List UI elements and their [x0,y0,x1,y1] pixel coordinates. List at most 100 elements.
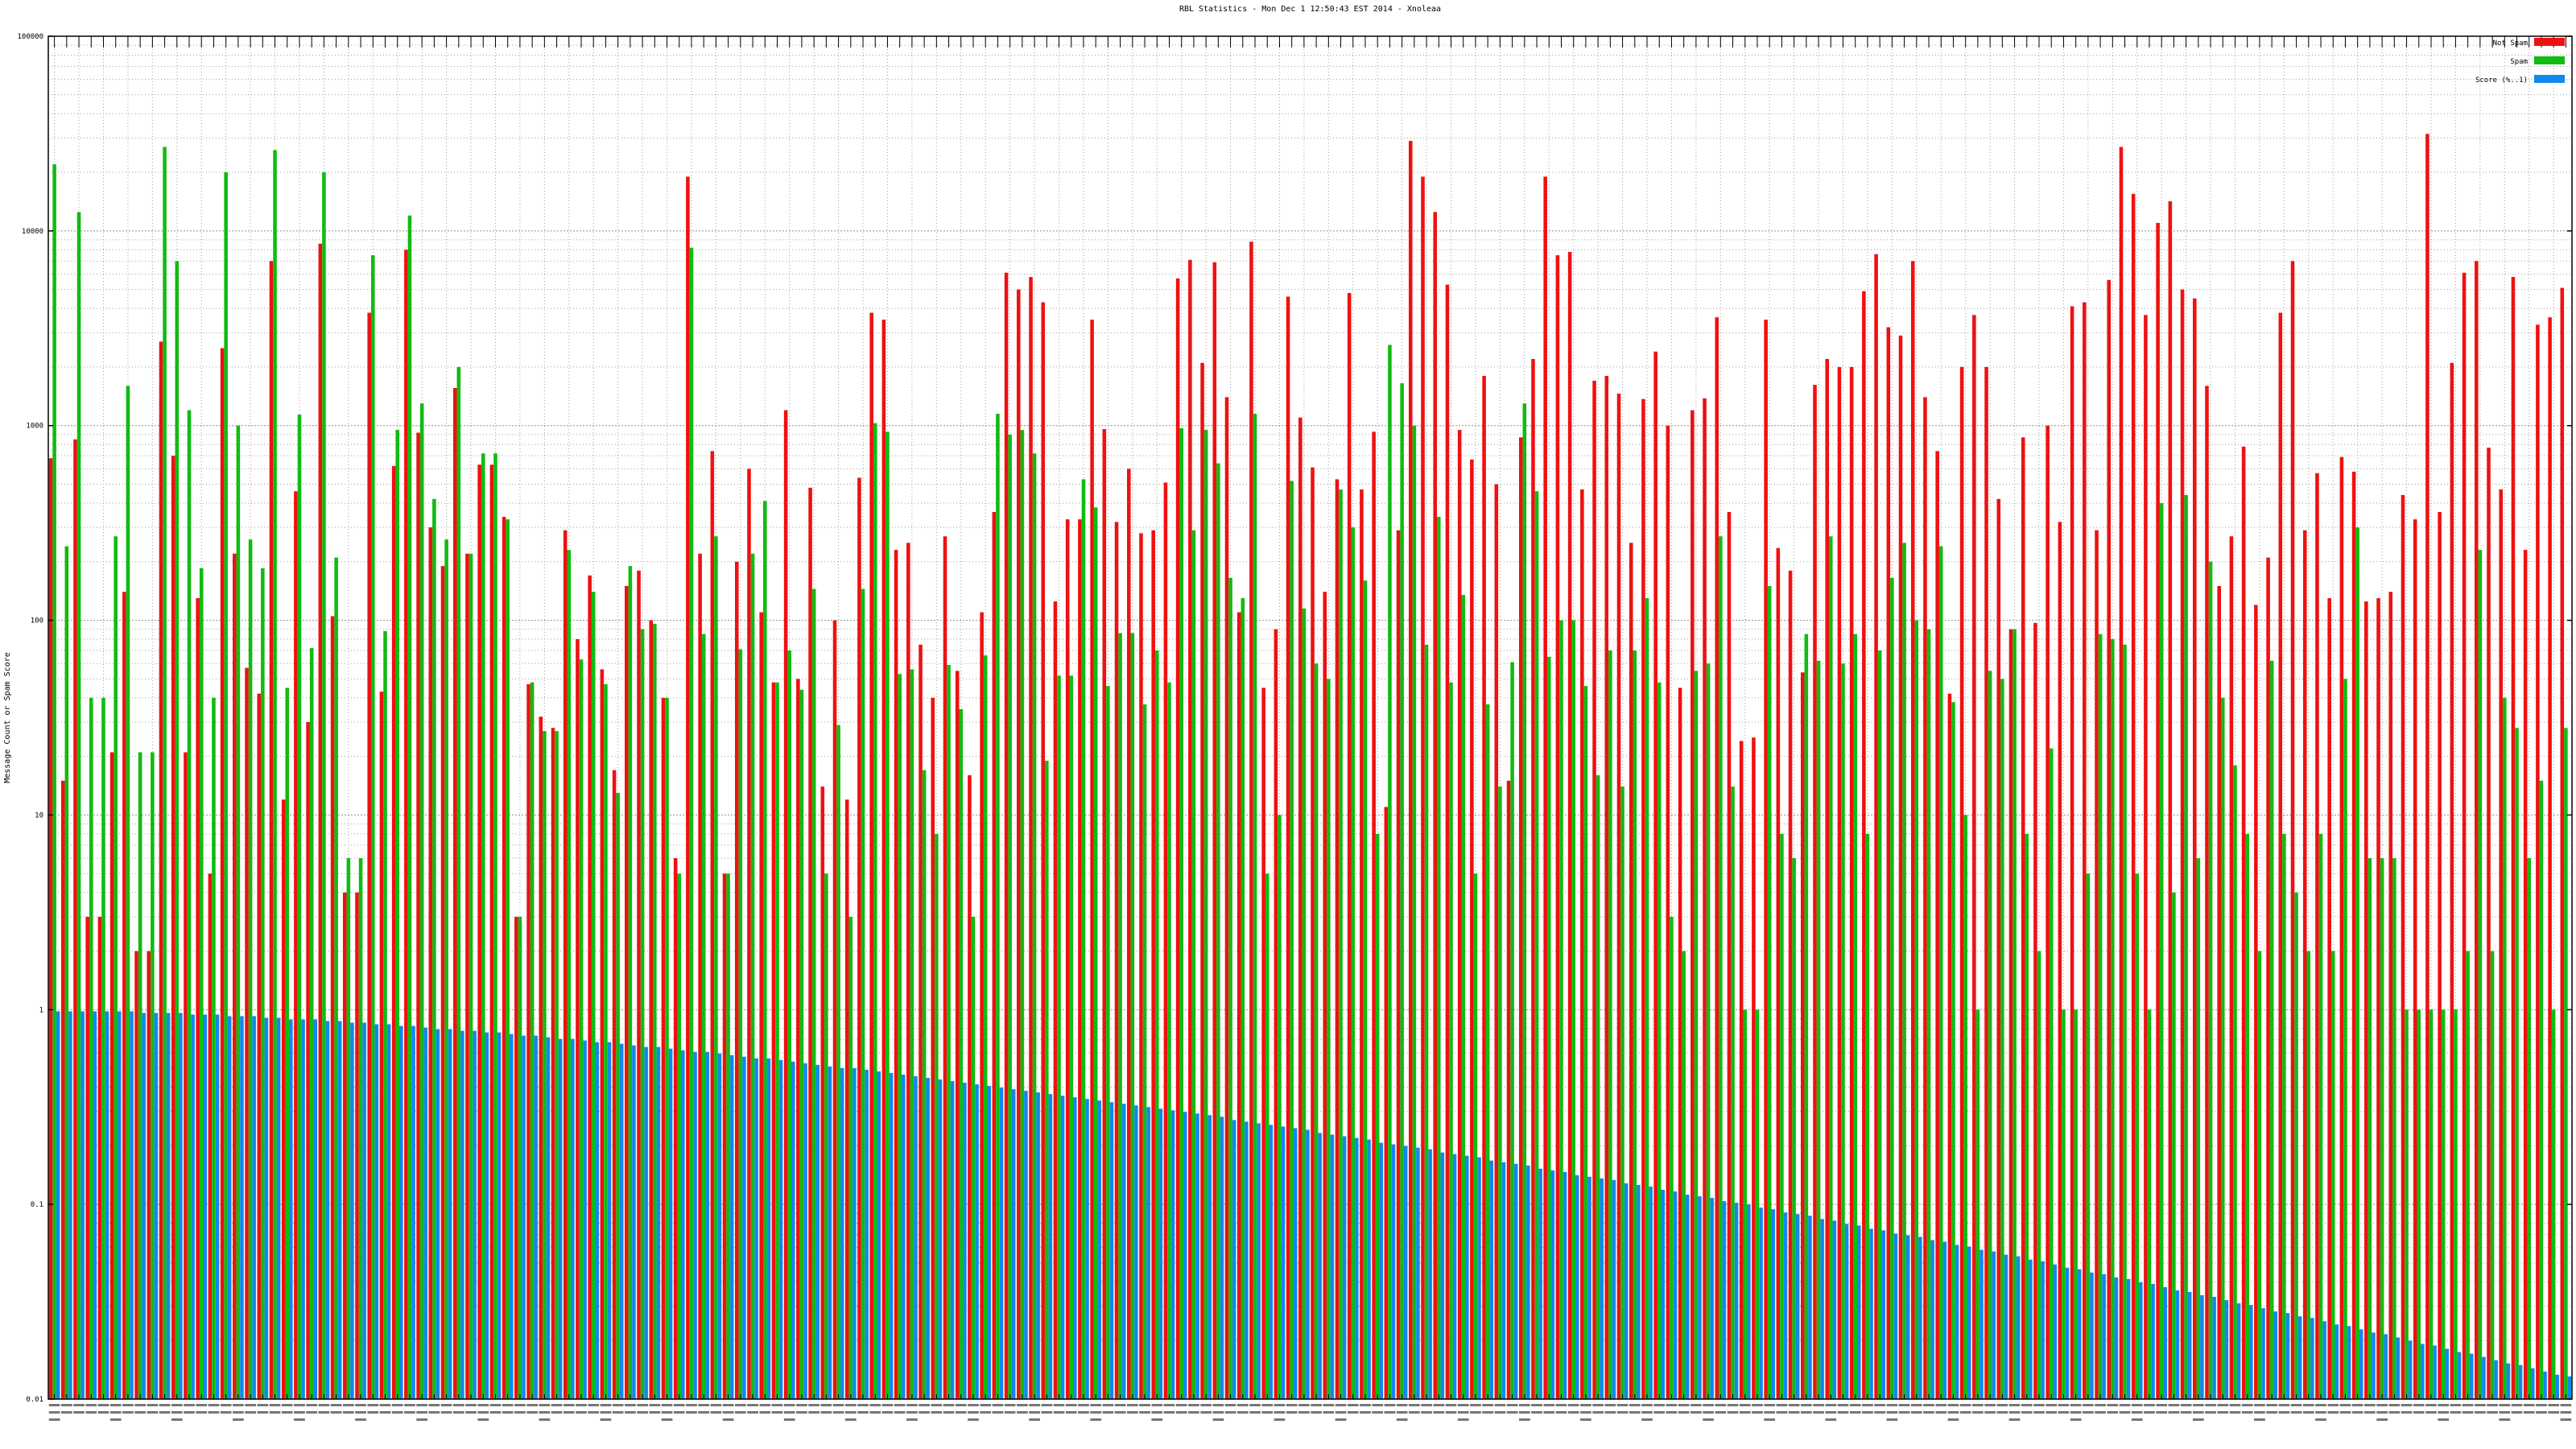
spam-bar [1792,858,1796,1399]
not-spam-bar [734,561,739,1400]
x-tick-label-smudge [2180,1404,2192,1406]
score-bar [448,1029,452,1399]
score-bar [877,1071,881,1399]
x-tick-label-smudge [698,1411,710,1414]
x-tick-label-smudge [2487,1404,2498,1406]
x-tick-label-smudge [452,1404,464,1406]
x-tick-label-smudge [196,1411,208,1414]
x-tick-label-smudge [1800,1411,1812,1414]
x-tick-label-smudge [588,1411,600,1414]
x-tick-label-smudge [2339,1404,2351,1406]
not-spam-bar [1862,291,1866,1400]
spam-bar [2062,1009,2066,1399]
x-tick-label-smudge [109,1418,122,1421]
spam-bar [1780,833,1784,1399]
score-bar [1367,1139,1371,1399]
x-tick-label-smudge [1360,1411,1371,1414]
x-tick-label-smudge [2217,1404,2229,1406]
score-bar [2482,1356,2486,1399]
score-bar [411,1026,415,1399]
x-tick-label-smudge [1825,1418,1837,1421]
x-tick-label-smudge [1224,1404,1236,1406]
y-tick-label: 1 [39,1006,43,1014]
not-spam-bar [1409,141,1413,1399]
score-bar [1269,1125,1274,1399]
not-spam-bar [869,312,873,1399]
score-bar [1330,1134,1335,1399]
x-tick-label-smudge [1849,1411,1861,1414]
y-tick-label: 100000 [17,33,43,41]
x-tick-label-smudge [2499,1411,2511,1414]
x-tick-label-smudge [1825,1411,1837,1414]
score-bar [2200,1295,2204,1399]
not-spam-bar [1347,292,1352,1400]
y-tick-label: 10 [35,811,43,819]
x-tick-label-smudge [1274,1418,1286,1421]
x-tick-label-smudge [1139,1404,1150,1406]
x-tick-label-smudge [1531,1404,1542,1406]
x-tick-label-smudge [1163,1404,1175,1406]
not-spam-bar [1372,431,1376,1399]
chart-title: RBL Statistics - Mon Dec 1 12:50:43 EST … [1179,5,1441,14]
x-tick-label-smudge [2241,1404,2253,1406]
not-spam-bar [2033,622,2037,1399]
x-tick-label-smudge [539,1404,551,1406]
x-tick-label-smudge [649,1404,661,1406]
not-spam-bar [2523,550,2528,1399]
x-tick-label-smudge [109,1411,122,1414]
score-bar [681,1050,685,1399]
x-tick-label-smudge [502,1404,514,1406]
x-tick-label-smudge [1126,1404,1138,1406]
score-bar [2322,1321,2326,1399]
spam-bar [224,172,228,1399]
not-spam-bar [2315,473,2319,1399]
score-bar [2077,1269,2082,1399]
x-tick-label-smudge [625,1411,636,1414]
spam-bar [126,386,130,1399]
x-tick-label-smudge [857,1411,869,1414]
not-spam-bar [489,464,494,1400]
spam-bar [199,568,204,1399]
x-tick-label-smudge [1555,1411,1567,1414]
x-tick-label-smudge [1555,1404,1567,1406]
x-tick-label-smudge [1090,1418,1102,1421]
score-bar [485,1032,489,1399]
x-tick-label-smudge [440,1411,452,1414]
score-bar [2518,1364,2523,1399]
x-tick-label-smudge [1776,1411,1788,1414]
spam-bar [1767,585,1772,1399]
x-tick-label-smudge [844,1418,857,1421]
x-tick-label-smudge [894,1411,906,1414]
x-tick-label-smudge [1090,1404,1102,1406]
score-bar [1318,1133,1322,1399]
x-tick-label-smudge [1041,1411,1053,1414]
score-bar [1759,1208,1763,1399]
not-spam-bar [783,410,788,1399]
x-tick-label-smudge [367,1404,379,1406]
x-tick-label-smudge [625,1404,636,1406]
spam-bar [1388,345,1392,1400]
x-tick-label-smudge [1482,1411,1494,1414]
score-bar [1281,1126,1286,1399]
spam-bar [555,731,559,1399]
x-tick-label-smudge [955,1404,967,1406]
spam-bar [1988,671,1992,1399]
x-tick-label-smudge [1188,1411,1199,1414]
not-spam-bar [2475,261,2479,1399]
x-tick-label-smudge [2475,1404,2486,1406]
not-spam-bar [1531,358,1535,1399]
not-spam-bar [1004,272,1009,1400]
spam-bar [64,546,69,1399]
x-tick-label-smudge [2278,1411,2290,1414]
spam-bar [628,566,633,1400]
x-tick-label-smudge [171,1418,183,1421]
x-tick-label-smudge [306,1411,318,1414]
score-bar [2359,1329,2363,1399]
spam-bar [1914,620,1919,1399]
spam-bar [799,689,804,1399]
legend: Not Spam Spam Score (%..1) [2475,38,2565,85]
spam-bar [1816,660,1821,1399]
not-spam-bar [355,892,359,1399]
x-tick-label-smudge [992,1411,1004,1414]
not-spam-bar [2058,522,2062,1400]
